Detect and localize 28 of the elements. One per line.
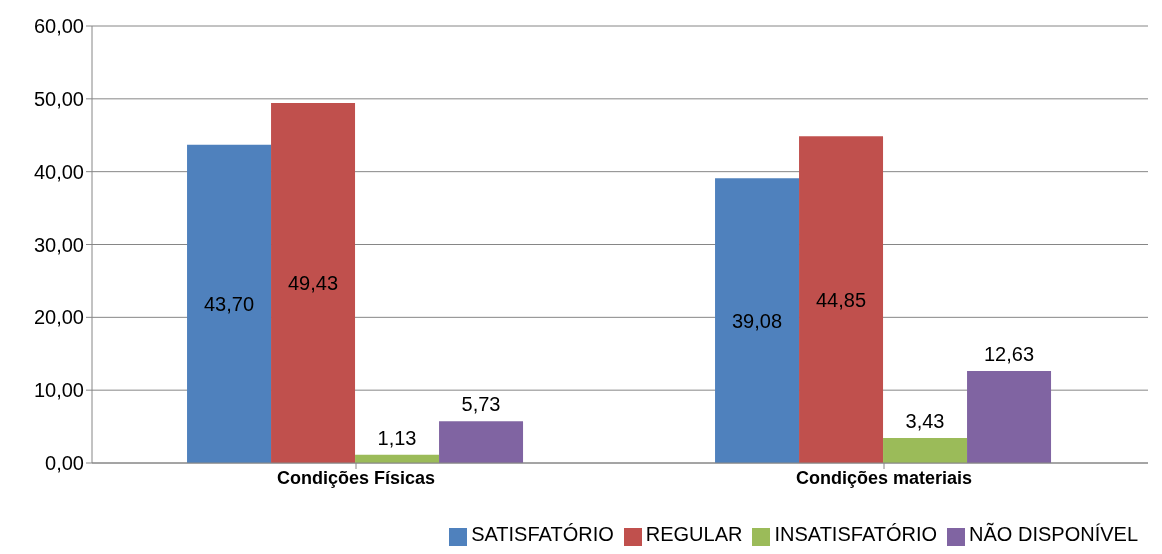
x-tick-label: Condições materiais xyxy=(795,467,973,488)
legend-label: REGULAR xyxy=(645,523,743,545)
x-tick-label: Condições Físicas xyxy=(276,467,436,488)
bar xyxy=(883,438,968,463)
y-tick-label: 20,00 xyxy=(33,306,84,329)
data-label: 1,13 xyxy=(377,426,417,449)
legend-label: NÃO DISPONÍVEL xyxy=(969,523,1138,545)
legend-label: SATISFATÓRIO xyxy=(471,523,614,545)
y-tick-label: 0,00 xyxy=(45,452,84,475)
data-label: 12,63 xyxy=(984,343,1035,366)
data-label: 49,43 xyxy=(288,271,339,294)
data-label: 3,43 xyxy=(905,410,945,433)
data-label: 43,70 xyxy=(204,292,255,315)
bar xyxy=(967,371,1052,463)
legend-label: INSATISFATÓRIO xyxy=(774,523,938,545)
bar xyxy=(799,136,884,463)
y-tick-label: 30,00 xyxy=(33,233,84,256)
data-label: 39,08 xyxy=(732,309,783,332)
bar xyxy=(439,421,524,463)
data-label: 44,85 xyxy=(816,288,867,311)
y-tick-label: 50,00 xyxy=(33,87,84,110)
bar xyxy=(715,178,800,463)
bar xyxy=(271,102,356,463)
y-tick-label: 10,00 xyxy=(33,379,84,402)
data-label: 5,73 xyxy=(461,393,501,416)
y-tick-label: 60,00 xyxy=(33,15,84,38)
bar xyxy=(187,144,272,463)
y-tick-label: 40,00 xyxy=(33,160,84,183)
